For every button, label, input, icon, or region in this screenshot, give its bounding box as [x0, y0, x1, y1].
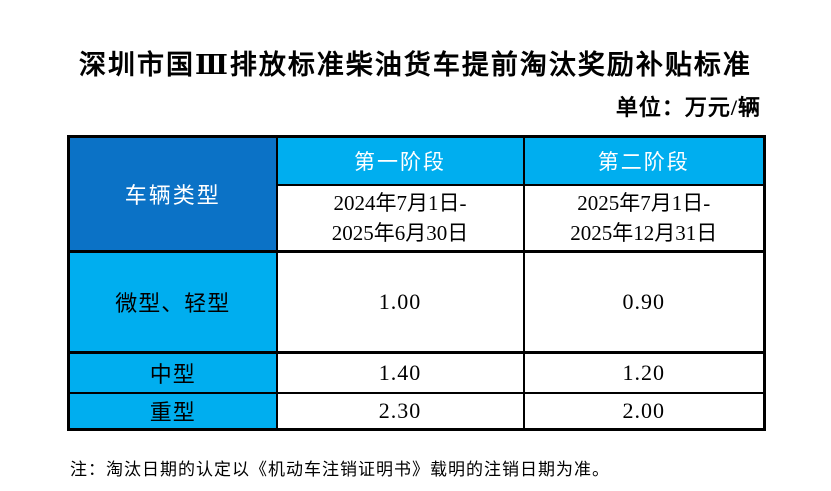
- row-medium-type-cell: 中型: [67, 351, 278, 394]
- phase1-period-line2: 2025年6月30日: [331, 221, 469, 245]
- row-medium-phase2-value: 1.20: [522, 351, 766, 394]
- phase2-period-line2: 2025年12月31日: [570, 221, 718, 245]
- table-period-row: 2024年7月1日- 2025年6月30日 2025年7月1日- 2025年12…: [69, 184, 766, 253]
- table-row: 重型 2.30 2.00: [67, 392, 766, 431]
- phase2-period-cell: 2025年7月1日- 2025年12月31日: [522, 184, 766, 253]
- phase2-header-cell: 第二阶段: [522, 135, 766, 186]
- row-micro-light-phase2-value: 0.90: [522, 250, 766, 354]
- phase2-period-line1: 2025年7月1日-: [577, 191, 711, 215]
- row-micro-light-phase1-value: 1.00: [275, 250, 525, 354]
- row-micro-light-type-cell: 微型、轻型: [67, 250, 278, 354]
- vehicle-type-header-cell: 车辆类型: [67, 135, 278, 253]
- subsidy-table: 车辆类型 第一阶段 第二阶段 2024年7月1日- 2025年6月30日 202…: [67, 135, 766, 431]
- row-heavy-phase2-value: 2.00: [522, 392, 766, 431]
- row-heavy-type-cell: 重型: [67, 392, 278, 431]
- footnote: 注：淘汰日期的认定以《机动车注销证明书》载明的注销日期为准。: [70, 460, 610, 479]
- table-row: 微型、轻型 1.00 0.90: [67, 250, 766, 354]
- row-heavy-phase1-value: 2.30: [275, 392, 525, 431]
- phase1-period-cell: 2024年7月1日- 2025年6月30日: [275, 184, 525, 253]
- phase1-period-line1: 2024年7月1日-: [333, 191, 467, 215]
- row-medium-phase1-value: 1.40: [275, 351, 525, 394]
- unit-label: 单位：万元/辆: [615, 95, 761, 120]
- phase1-header-cell: 第一阶段: [275, 135, 525, 186]
- table-row: 中型 1.40 1.20: [67, 351, 766, 394]
- page-title: 深圳市国Ⅲ排放标准柴油货车提前淘汰奖励补贴标准: [79, 50, 752, 80]
- table-header-row: 车辆类型 第一阶段 第二阶段: [67, 135, 766, 253]
